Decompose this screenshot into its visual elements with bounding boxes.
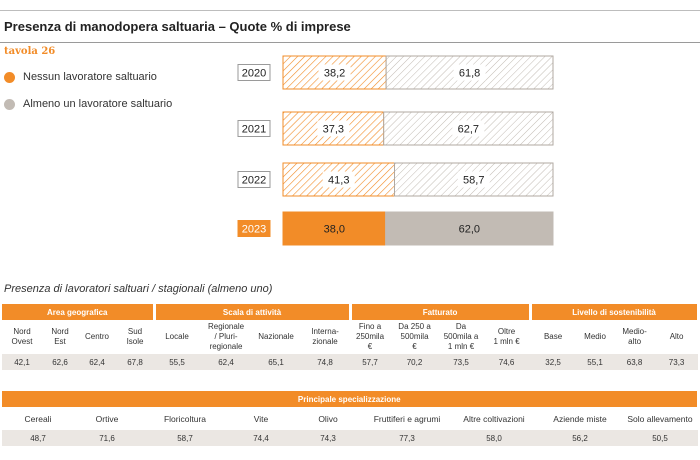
group-header: Area geografica xyxy=(2,304,156,320)
column-label: Sud Isole xyxy=(126,327,144,346)
data-label: 38,0 xyxy=(324,224,345,236)
specialization-table: Principale specializzazione Cereali Ortiv… xyxy=(2,391,700,446)
data-label: 37,3 xyxy=(323,124,344,136)
legend-item-almeno: Almeno un lavoratore saltuario xyxy=(4,98,173,110)
column-label: Fino a 250mila € xyxy=(356,322,385,351)
column-label: Floricoltura xyxy=(163,413,207,424)
year-label: 2021 xyxy=(242,124,266,136)
data-label-bg xyxy=(452,120,485,137)
column-label: Alto xyxy=(669,332,684,341)
column-label: Fruttiferi e agrumi xyxy=(373,413,441,424)
column-label: Altre coltivazioni xyxy=(463,413,525,424)
column-label: Cereali xyxy=(24,413,52,424)
cell-value: 55,5 xyxy=(154,354,201,370)
data-label: 38,2 xyxy=(324,68,345,80)
cell-value: 70,2 xyxy=(390,354,440,370)
year-label-box xyxy=(237,120,271,137)
page-title: Presenza di manodopera saltuaria – Quote… xyxy=(4,19,351,34)
stacked-bar-chart: 2020 38,2 61,8 2021 37,3 62,7 2022 41,3 58,7 2023… xyxy=(237,55,554,246)
cell-value: 62,4 xyxy=(78,354,116,370)
data-label-bg xyxy=(317,120,350,137)
column-label: Ortive xyxy=(95,413,119,424)
cell-value: 58,0 xyxy=(450,430,538,446)
cell-value: 62,6 xyxy=(42,354,78,370)
legend-swatch-gray xyxy=(4,99,15,110)
group-header: Livello di sostenibilità xyxy=(530,304,700,320)
column-label: Da 250 a 500mila € xyxy=(398,322,431,351)
column-label: Aziende miste xyxy=(553,413,607,424)
cell-value: 56,2 xyxy=(538,430,622,446)
data-label-bg xyxy=(453,64,486,81)
data-label: 58,7 xyxy=(463,175,484,187)
specialization-header: Principale specializzazione xyxy=(2,391,700,407)
column-label: Medio- alto xyxy=(622,327,647,346)
cell-value: 73,3 xyxy=(655,354,699,370)
data-label-bg xyxy=(457,171,490,188)
column-label: Centro xyxy=(84,332,109,341)
year-label: 2023 xyxy=(242,224,266,236)
cell-value: 48,7 xyxy=(2,430,74,446)
column-label: Base xyxy=(543,332,563,341)
cell-value: 65,1 xyxy=(252,354,301,370)
table-subtitle: Presenza di lavoratori saltuari / stagio… xyxy=(4,283,273,295)
column-label: Medio xyxy=(584,332,606,341)
column-label: Oltre 1 mln € xyxy=(493,327,520,346)
column-label: Solo allevamento xyxy=(627,413,693,424)
cell-value: 32,5 xyxy=(530,354,577,370)
top-rule xyxy=(0,10,700,11)
cell-value: 71,6 xyxy=(74,430,140,446)
column-label: Vite xyxy=(253,413,269,424)
column-label: Olivo xyxy=(318,413,338,424)
cell-value: 77,3 xyxy=(364,430,450,446)
column-label: Nord Est xyxy=(51,327,69,346)
column-label: Regionale / Pluri- regionale xyxy=(208,322,245,351)
legend-item-nessun: Nessun lavoratore saltuario xyxy=(4,71,173,83)
cell-value: 63,8 xyxy=(614,354,656,370)
title-rule xyxy=(0,42,700,43)
cell-value: 74,4 xyxy=(230,430,292,446)
cell-value: 57,7 xyxy=(350,354,391,370)
cell-value: 73,5 xyxy=(439,354,484,370)
cell-value: 55,1 xyxy=(576,354,615,370)
legend-swatch-orange xyxy=(4,72,15,83)
segment-table: Area geografica Scala di attività Fatturat… xyxy=(2,304,700,370)
column-label: Nord Ovest xyxy=(11,327,33,346)
cell-value: 74,6 xyxy=(483,354,531,370)
data-label: 41,3 xyxy=(328,175,349,187)
cell-value: 74,3 xyxy=(292,430,364,446)
column-label: Interna- zionale xyxy=(311,327,339,346)
cell-value: 67,8 xyxy=(116,354,155,370)
data-label-bg xyxy=(318,64,351,81)
year-label-box xyxy=(237,220,271,237)
year-label-box xyxy=(237,171,271,188)
data-label-bg xyxy=(322,171,355,188)
cell-value: 74,8 xyxy=(300,354,351,370)
legend-label: Nessun lavoratore saltuario xyxy=(23,71,157,83)
data-label: 61,8 xyxy=(459,68,480,80)
table-number: tavola 26 xyxy=(4,46,56,57)
cell-value: 58,7 xyxy=(140,430,230,446)
group-header: Fatturato xyxy=(350,304,532,320)
year-label: 2022 xyxy=(242,175,266,187)
column-label: Locale xyxy=(165,332,189,341)
legend-label: Almeno un lavoratore saltuario xyxy=(23,98,173,110)
year-label: 2020 xyxy=(242,68,266,80)
group-header: Scala di attività xyxy=(154,304,352,320)
column-label: Da 500mila a 1 mln € xyxy=(443,322,479,351)
column-label: Nazionale xyxy=(258,332,294,341)
cell-value: 42,1 xyxy=(2,354,42,370)
bar-segment-almeno xyxy=(385,211,554,246)
cell-value: 62,4 xyxy=(200,354,253,370)
year-label-box xyxy=(237,64,271,81)
data-label: 62,7 xyxy=(458,124,479,136)
data-label: 62,0 xyxy=(459,224,480,236)
cell-value: 50,5 xyxy=(622,430,699,446)
